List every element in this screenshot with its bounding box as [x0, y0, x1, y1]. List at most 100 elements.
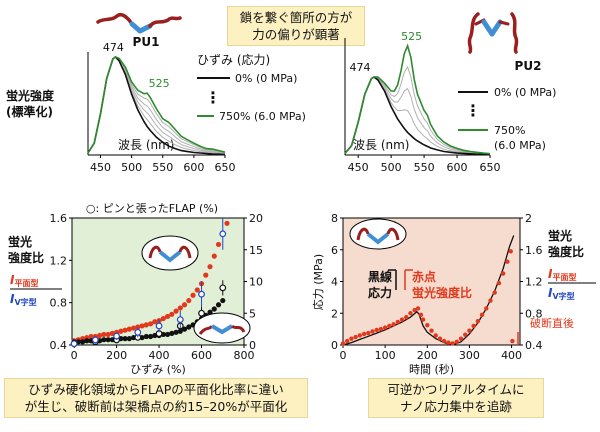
- strain-open-black-point: [134, 333, 142, 341]
- strain-black-point: [126, 336, 132, 342]
- time-ratio-point: [415, 306, 421, 311]
- time-ratio-point: [418, 312, 424, 318]
- strain-black-point: [190, 322, 196, 328]
- top-callout-line1: 鎖を繋ぐ箇所の方が: [239, 10, 353, 25]
- time-ratio-point: [450, 341, 455, 346]
- pu2-legend-label: 0% (0 MPa): [494, 86, 556, 99]
- strain-open-black-point: [113, 336, 120, 344]
- strain-red-point: [207, 264, 213, 270]
- strain-ratio-denominator-sub: V字型: [14, 297, 36, 307]
- time-ratio-point: [463, 332, 468, 337]
- strain-red-point: [215, 241, 222, 248]
- time-ratio-point: [454, 339, 459, 345]
- pu1-legend-label: 750% (6.0 MPa): [219, 110, 306, 123]
- strain-black-point: [203, 312, 209, 318]
- strain-red-point: [101, 331, 107, 338]
- time-ratio-point: [404, 315, 409, 320]
- strain-red-point: [164, 313, 171, 320]
- strain-open-black-point: [219, 284, 227, 292]
- pu2-x-axis-label: 波長 (nm): [353, 138, 409, 152]
- strain-open-blue-point: [113, 332, 120, 340]
- time-ratio-denominator: IV字型: [548, 286, 575, 301]
- bottom-right-callout-line2: ナノ応力集中を追跡: [400, 399, 512, 414]
- strain-red-point: [211, 253, 217, 259]
- strain-black-point: [109, 337, 115, 343]
- strain-y-tick-label: 0.4: [50, 339, 68, 352]
- strain-ratio-numerator-sub: 平面型: [14, 278, 38, 288]
- pu1-spectrum-line: [87, 55, 226, 154]
- strain-red-point: [224, 220, 230, 226]
- strain-red-point: [143, 322, 149, 328]
- strain-black-point: [122, 336, 128, 342]
- strain-black-point: [135, 334, 141, 341]
- strain-red-point: [181, 302, 188, 308]
- strain-inset-molecule-planar: [141, 235, 199, 271]
- time-ratio-point: [505, 259, 510, 264]
- strain-black-point: [97, 338, 103, 344]
- strain-x-tick-label: 400: [149, 349, 170, 362]
- pu1-y-axis-label: 蛍光強度: [6, 88, 55, 103]
- strain-black-point: [186, 324, 192, 330]
- strain-black-point: [92, 338, 98, 344]
- strain-inset-chain: [230, 324, 246, 333]
- strain-black-point: [113, 337, 120, 343]
- top-callout: 鎖を繋ぐ箇所の方が 力の偏りが顕著: [227, 6, 365, 46]
- pu1-x-tick-label: 450: [90, 161, 111, 174]
- strain-black-point: [101, 337, 107, 343]
- strain-inset-ellipse: [141, 235, 199, 271]
- pu2-x-tick-label: 600: [447, 161, 468, 174]
- time-y2-tick-label: 1.2: [525, 276, 543, 289]
- time-inset-ellipse: [349, 218, 407, 250]
- strain-y-axis-label-2: 強度比: [8, 250, 44, 265]
- strain-red-point: [130, 325, 137, 331]
- pu2-peak-label: 525: [401, 30, 422, 43]
- time-ratio-point: [425, 322, 430, 328]
- time-ratio-point: [479, 312, 485, 318]
- strain-inset-ellipse: [193, 312, 251, 344]
- strain-black-point: [152, 332, 158, 339]
- time-ratio-numerator-sub: 平面型: [552, 272, 576, 282]
- time-ratio-point: [387, 323, 392, 329]
- pu1-legend-dots: ⋮: [205, 88, 221, 107]
- strain-ratio-numerator: I平面型: [10, 273, 38, 288]
- time-ratio-point: [446, 340, 451, 345]
- strain-black-point: [198, 315, 205, 322]
- strain-red-point: [135, 324, 141, 330]
- strain-black-point: [194, 319, 200, 325]
- strain-red-point: [80, 336, 86, 342]
- pu2-spectrum-line: [344, 43, 491, 155]
- time-ratio-point: [437, 336, 443, 341]
- strain-open-blue-point: [198, 290, 205, 298]
- strain-red-point: [126, 326, 132, 332]
- strain-red-point: [88, 333, 94, 340]
- time-ratio-denominator-sub: V字型: [552, 291, 574, 301]
- strain-ratio-denominator-main: I: [10, 292, 15, 306]
- time-ratio-point: [458, 336, 464, 341]
- strain-y2-legend: ○: ピンと張ったFLAP (%): [86, 202, 218, 215]
- pu1-x-tick-label: 600: [183, 161, 204, 174]
- strain-ratio-numerator-main: I: [10, 273, 15, 287]
- strain-black-point: [164, 331, 171, 338]
- pu1-y-axis-label-2: (標準化): [6, 104, 53, 119]
- time-label-black: 黒線: [368, 269, 392, 284]
- pu2-spectrum-line: [344, 65, 491, 155]
- time-ratio-point: [361, 331, 367, 337]
- time-x-tick-label: 200: [417, 349, 438, 362]
- time-ratio-point: [345, 338, 350, 344]
- time-ratio-point: [370, 329, 375, 334]
- strain-red-point: [186, 297, 192, 304]
- bottom-left-callout: ひずみ硬化領域からFLAPの平面化比率に違い が生じ、破断前は架橋点の約15–2…: [4, 378, 308, 418]
- pu2-legend-dots: ⋮: [465, 101, 481, 120]
- strain-inset-chain: [178, 245, 192, 259]
- pu1-panel-title: PU1: [133, 35, 160, 49]
- time-y2-tick-label: 2: [525, 212, 532, 225]
- strain-open-blue-point: [91, 336, 99, 344]
- strain-red-point: [169, 311, 175, 317]
- strain-open-black-point: [176, 322, 184, 330]
- strain-red-point: [147, 321, 154, 327]
- pu1-x-tick-label: 550: [152, 161, 173, 174]
- time-ratio-point: [433, 333, 438, 338]
- strain-black-point: [220, 297, 226, 304]
- time-inset-molecule: [349, 218, 407, 250]
- strain-red-point: [122, 327, 128, 333]
